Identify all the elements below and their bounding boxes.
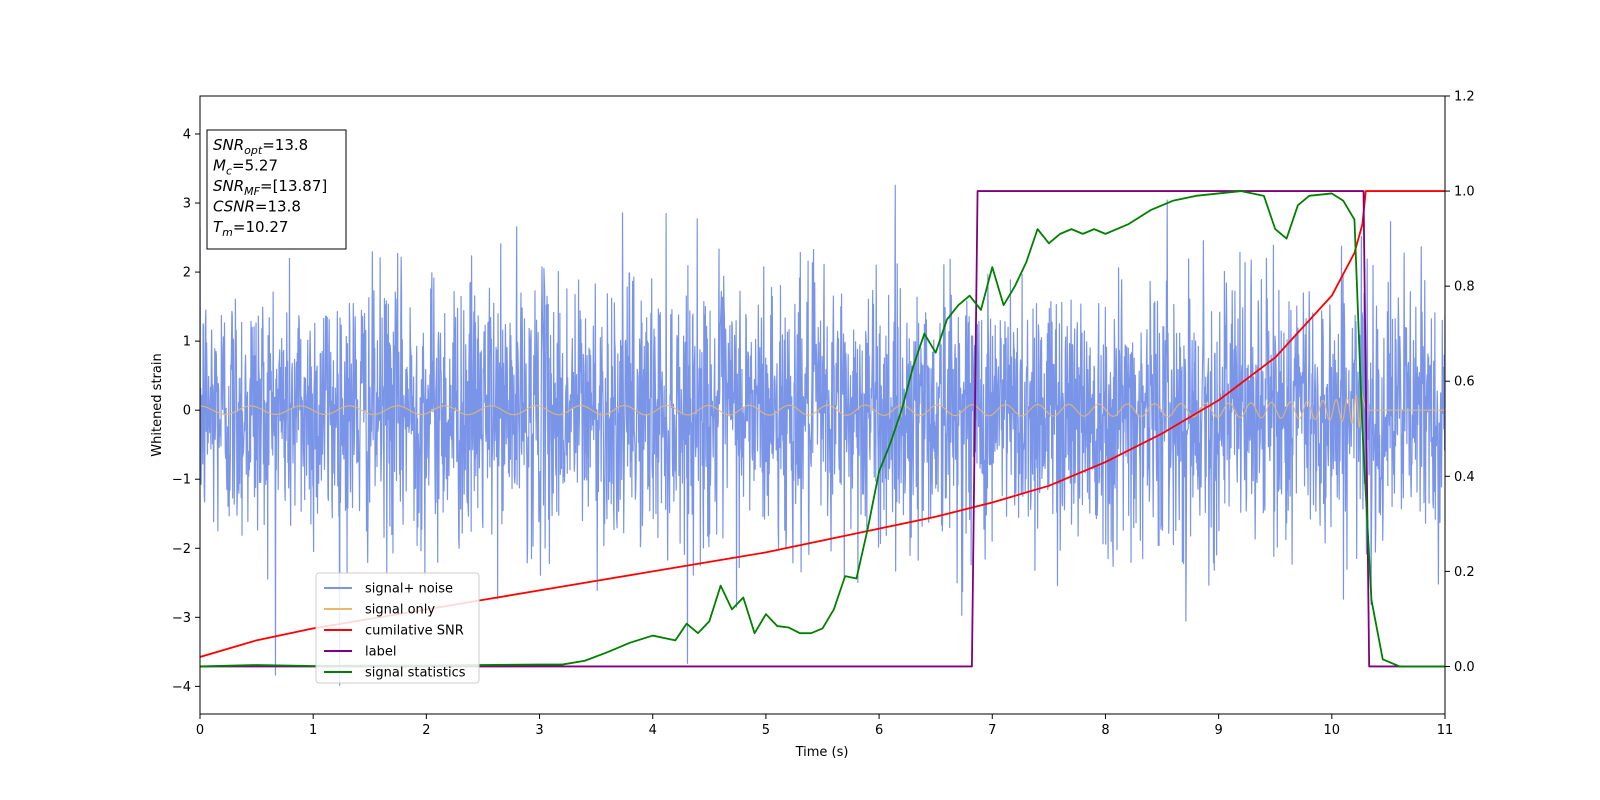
series-line-4	[200, 190, 1445, 668]
x-axis-label: Time (s)	[795, 745, 849, 760]
info-box-frame	[206, 129, 347, 250]
y-tick-label: 3	[183, 197, 191, 212]
y2-tick-label: 0.2	[1454, 565, 1475, 580]
y-tick-label: 2	[183, 266, 191, 281]
y2-tick-label: 0.8	[1454, 280, 1475, 295]
x-tick-label: 6	[875, 723, 883, 738]
legend-label: signal statistics	[365, 666, 466, 681]
series-line-1	[200, 184, 1445, 686]
x-tick-label: 10	[1324, 723, 1341, 738]
y2-tick-label: 0.0	[1454, 660, 1475, 675]
info-line: SNRopt=13.8	[213, 136, 308, 157]
y-tick-label: −4	[172, 680, 191, 695]
info-line: Tm=10.27	[213, 218, 288, 239]
y-tick-label: 4	[183, 127, 191, 142]
y-tick-label: 1	[183, 335, 191, 350]
info-box: SNRopt=13.8Mc=5.27SNRMF=[13.87]CSNR=13.8…	[206, 129, 347, 250]
legend-label: signal+ noise	[365, 582, 453, 597]
plot-frame	[199, 95, 1446, 715]
legend: signal+ noise signal only cumilative SNR la…	[315, 572, 480, 684]
x-tick-label: 7	[988, 723, 996, 738]
info-line: SNRMF=[13.87]	[213, 177, 327, 198]
legend-label: label	[365, 645, 396, 660]
y2-tick-label: 0.6	[1454, 375, 1475, 390]
info-line: CSNR=13.8	[213, 198, 301, 216]
y-axis-label: Whitened strain	[150, 353, 165, 456]
legend-label: signal only	[365, 603, 435, 618]
info-line: Mc=5.27	[213, 157, 278, 178]
y2-tick-label: 1.2	[1454, 90, 1475, 105]
y-tick-label: −2	[172, 542, 191, 557]
series-line-5	[200, 190, 1445, 668]
series-line-2	[200, 389, 1445, 428]
y-axis-right: 0.0 0.2 0.4 0.6 0.8 1.0 1.2	[1445, 90, 1475, 675]
x-axis: 0 1 2 3 4 5 6 7 8 9 10 11	[196, 714, 1453, 738]
x-tick-label: 8	[1101, 723, 1109, 738]
legend-frame	[315, 572, 480, 684]
y2-tick-label: 0.4	[1454, 470, 1475, 485]
y-tick-label: 0	[183, 404, 191, 419]
x-tick-label: 4	[649, 723, 657, 738]
x-tick-label: 2	[422, 723, 430, 738]
y-tick-label: −3	[172, 611, 191, 626]
y2-tick-label: 1.0	[1454, 185, 1475, 200]
x-tick-label: 11	[1437, 723, 1454, 738]
x-tick-label: 5	[762, 723, 770, 738]
x-tick-label: 1	[309, 723, 317, 738]
legend-label: cumilative SNR	[365, 624, 464, 639]
x-tick-label: 3	[535, 723, 543, 738]
x-tick-label: 0	[196, 723, 204, 738]
y-axis-left: −4 −3 −2 −1 0 1 2 3 4	[172, 127, 200, 695]
y-tick-label: −1	[172, 473, 191, 488]
x-tick-label: 9	[1214, 723, 1222, 738]
